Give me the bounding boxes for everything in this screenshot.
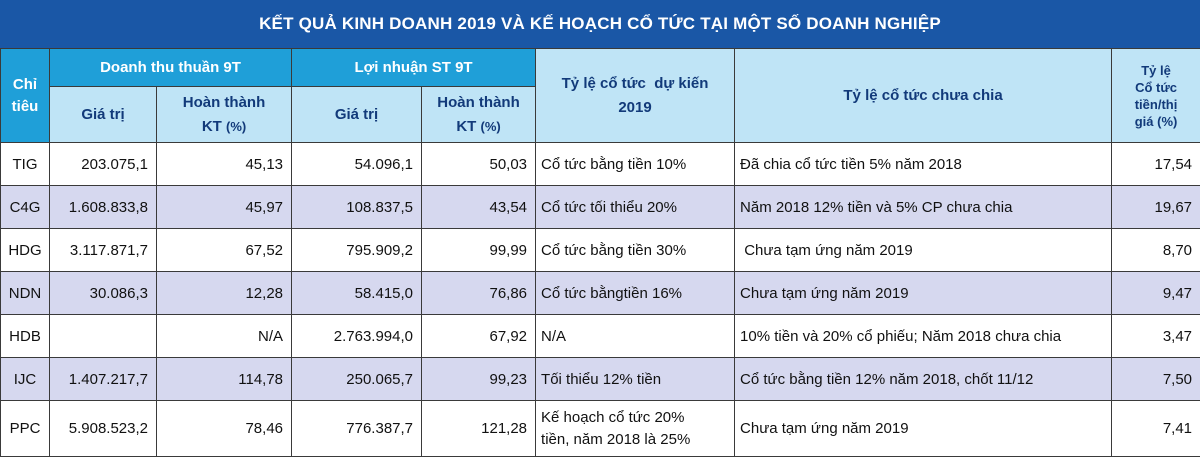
cell-dt-pct: 67,52 — [157, 229, 292, 272]
header-ln-kt-pct: (%) — [481, 119, 501, 134]
header-ty-le-du-kien-line-2: 2019 — [541, 96, 729, 120]
cell-dt-value: 3.117.871,7 — [50, 229, 157, 272]
cell-yield: 7,50 — [1112, 358, 1200, 401]
header-chi-tieu: Chỉ tiêu — [1, 49, 50, 143]
dividend-table: Chỉ tiêu Doanh thu thuần 9T Lợi nhuận ST… — [0, 48, 1200, 457]
cell-unpaid: Chưa tạm ứng năm 2019 — [735, 272, 1112, 315]
cell-dt-pct: 45,97 — [157, 186, 292, 229]
header-dt-gia-tri: Giá trị — [50, 87, 157, 143]
cell-ln-pct: 76,86 — [422, 272, 536, 315]
header-ty-le-chua-chia: Tỷ lệ cổ tức chưa chia — [735, 49, 1112, 143]
cell-code: HDG — [1, 229, 50, 272]
cell-ln-value: 54.096,1 — [292, 143, 422, 186]
header-ty-le-du-kien: Tỷ lệ cổ tức dự kiến 2019 — [536, 49, 735, 143]
header-ln-hoan-thanh: Hoàn thành KT (%) — [422, 87, 536, 143]
header-ty-le-du-kien-line-1: Tỷ lệ cổ tức dự kiến — [541, 72, 729, 96]
cell-yield: 3,47 — [1112, 315, 1200, 358]
cell-ln-value: 58.415,0 — [292, 272, 422, 315]
header-dt-kt-label: KT — [202, 118, 222, 135]
cell-code: NDN — [1, 272, 50, 315]
cell-unpaid: Đã chia cổ tức tiền 5% năm 2018 — [735, 143, 1112, 186]
cell-code: IJC — [1, 358, 50, 401]
header-ty-le-thi-gia-line-4: giá (%) — [1117, 113, 1195, 130]
table-row: HDB N/A 2.763.994,0 67,92 N/A 10% tiền v… — [1, 315, 1200, 358]
cell-plan: Tối thiểu 12% tiền — [536, 358, 735, 401]
dividend-table-figure: KẾT QUẢ KINH DOANH 2019 VÀ KẾ HOẠCH CỔ T… — [0, 0, 1200, 418]
cell-dt-value: 1.608.833,8 — [50, 186, 157, 229]
table-row: PPC 5.908.523,2 78,46 776.387,7 121,28 K… — [1, 401, 1200, 457]
header-ln-kt: KT (%) — [427, 115, 530, 139]
cell-plan: Cổ tức tối thiểu 20% — [536, 186, 735, 229]
header-ty-le-thi-gia-line-1: Tỷ lệ — [1117, 62, 1195, 79]
cell-ln-value: 795.909,2 — [292, 229, 422, 272]
header-loi-nhuan: Lợi nhuận ST 9T — [292, 49, 536, 87]
header-dt-hoan-thanh-line-1: Hoàn thành — [162, 91, 286, 115]
cell-code: PPC — [1, 401, 50, 457]
cell-dt-pct: 78,46 — [157, 401, 292, 457]
cell-ln-value: 2.763.994,0 — [292, 315, 422, 358]
table-title: KẾT QUẢ KINH DOANH 2019 VÀ KẾ HOẠCH CỔ T… — [0, 0, 1200, 48]
cell-ln-pct: 121,28 — [422, 401, 536, 457]
cell-ln-pct: 50,03 — [422, 143, 536, 186]
cell-plan: Cổ tức bằngtiền 16% — [536, 272, 735, 315]
cell-yield: 9,47 — [1112, 272, 1200, 315]
cell-code: TIG — [1, 143, 50, 186]
cell-dt-value: 5.908.523,2 — [50, 401, 157, 457]
header-ln-hoan-thanh-line-1: Hoàn thành — [427, 91, 530, 115]
table-row: IJC 1.407.217,7 114,78 250.065,7 99,23 T… — [1, 358, 1200, 401]
header-ty-le-thi-gia: Tỷ lệ Cổ tức tiền/thị giá (%) — [1112, 49, 1200, 143]
cell-yield: 7,41 — [1112, 401, 1200, 457]
cell-dt-pct: 12,28 — [157, 272, 292, 315]
cell-dt-value: 1.407.217,7 — [50, 358, 157, 401]
cell-dt-value: 203.075,1 — [50, 143, 157, 186]
cell-unpaid: Chưa tạm ứng năm 2019 — [735, 401, 1112, 457]
cell-unpaid: Năm 2018 12% tiền và 5% CP chưa chia — [735, 186, 1112, 229]
cell-dt-pct: 45,13 — [157, 143, 292, 186]
cell-plan: Cổ tức bằng tiền 30% — [536, 229, 735, 272]
table-row: NDN 30.086,3 12,28 58.415,0 76,86 Cổ tức… — [1, 272, 1200, 315]
header-ty-le-thi-gia-line-2: Cổ tức — [1117, 79, 1195, 96]
header-ln-gia-tri: Giá trị — [292, 87, 422, 143]
cell-plan: Cổ tức bằng tiền 10% — [536, 143, 735, 186]
header-dt-hoan-thanh: Hoàn thành KT (%) — [157, 87, 292, 143]
table-row: C4G 1.608.833,8 45,97 108.837,5 43,54 Cổ… — [1, 186, 1200, 229]
cell-ln-pct: 99,99 — [422, 229, 536, 272]
table-row: HDG 3.117.871,7 67,52 795.909,2 99,99 Cổ… — [1, 229, 1200, 272]
cell-unpaid: 10% tiền và 20% cổ phiếu; Năm 2018 chưa … — [735, 315, 1112, 358]
cell-yield: 8,70 — [1112, 229, 1200, 272]
header-chi-tieu-line-2: tiêu — [6, 96, 44, 118]
header-ln-kt-label: KT — [456, 118, 476, 135]
cell-ln-pct: 99,23 — [422, 358, 536, 401]
cell-ln-value: 108.837,5 — [292, 186, 422, 229]
cell-plan: N/A — [536, 315, 735, 358]
cell-dt-value — [50, 315, 157, 358]
header-dt-kt-pct: (%) — [226, 119, 246, 134]
cell-plan: Kế hoạch cổ tức 20% tiền, năm 2018 là 25… — [536, 401, 735, 457]
cell-ln-value: 250.065,7 — [292, 358, 422, 401]
cell-yield: 17,54 — [1112, 143, 1200, 186]
cell-dt-value: 30.086,3 — [50, 272, 157, 315]
cell-ln-pct: 67,92 — [422, 315, 536, 358]
cell-plan-line-2: tiền, năm 2018 là 25% — [541, 429, 729, 451]
header-dt-kt: KT (%) — [162, 115, 286, 139]
header-ty-le-thi-gia-line-3: tiền/thị — [1117, 96, 1195, 113]
cell-code: HDB — [1, 315, 50, 358]
cell-dt-pct: N/A — [157, 315, 292, 358]
header-doanh-thu: Doanh thu thuần 9T — [50, 49, 292, 87]
header-chi-tieu-line-1: Chỉ — [6, 74, 44, 96]
cell-dt-pct: 114,78 — [157, 358, 292, 401]
table-row: TIG 203.075,1 45,13 54.096,1 50,03 Cổ tứ… — [1, 143, 1200, 186]
cell-ln-pct: 43,54 — [422, 186, 536, 229]
cell-unpaid: Cổ tức bằng tiền 12% năm 2018, chốt 11/1… — [735, 358, 1112, 401]
cell-yield: 19,67 — [1112, 186, 1200, 229]
cell-code: C4G — [1, 186, 50, 229]
cell-ln-value: 776.387,7 — [292, 401, 422, 457]
cell-unpaid: Chưa tạm ứng năm 2019 — [735, 229, 1112, 272]
header-row-1: Chỉ tiêu Doanh thu thuần 9T Lợi nhuận ST… — [1, 49, 1200, 87]
